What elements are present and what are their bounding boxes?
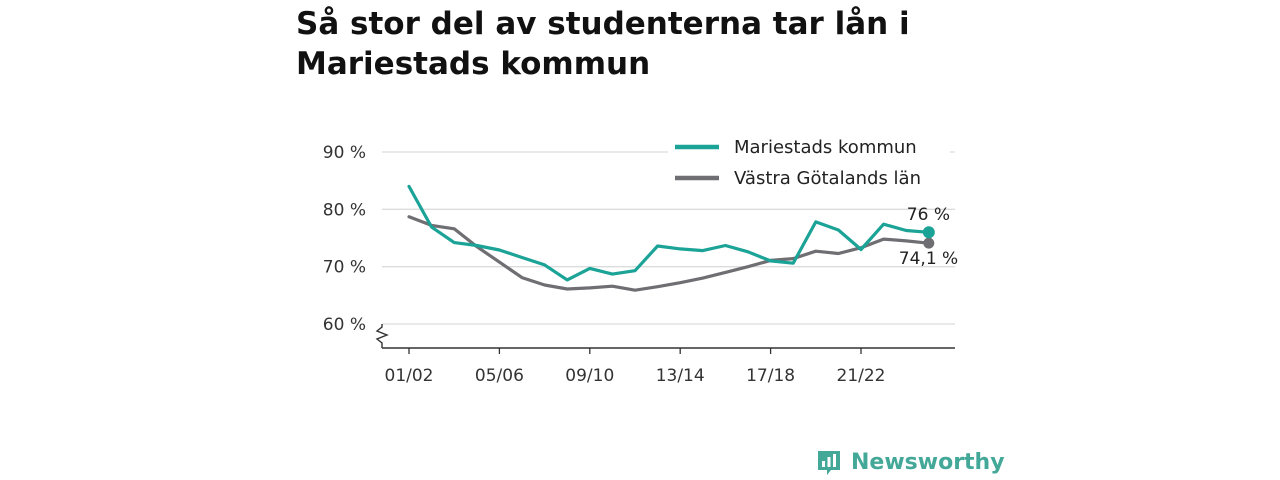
x-tick-label: 01/02 [385,366,434,386]
x-tick-label: 05/06 [475,366,524,386]
legend: Mariestads kommun Västra Götalands län [668,131,950,192]
x-tick-label: 17/18 [746,366,795,386]
y-tick-label: 80 % [323,200,366,220]
end-label: 74,1 % [899,249,958,269]
end-labels: 76 % 74,1 % [899,205,958,269]
chart-title: Så stor del av studenterna tar lån i Mar… [296,6,910,82]
brand-logo: Newsworthy [815,445,1005,479]
y-tick-label: 90 % [323,143,366,163]
brand-name: Newsworthy [851,449,1005,475]
x-tick-label: 21/22 [837,366,886,386]
series-line [407,215,931,292]
y-tick-label: 60 % [323,315,366,335]
y-tick-label: 70 % [323,258,366,278]
legend-label: Mariestads kommun [734,137,917,158]
y-axis-labels: 60 % 70 % 80 % 90 % [323,143,366,335]
end-label: 76 % [907,205,950,225]
line-chart: 60 % 70 % 80 % 90 % 01/02 05/06 09/10 13/14 17/… [322,131,959,386]
x-tick-label: 09/10 [565,366,614,386]
axis-break-icon [375,324,389,348]
end-point [923,237,935,249]
newsworthy-logo-icon [818,451,840,475]
series-lines [407,184,935,292]
x-tick-label: 13/14 [656,366,705,386]
end-point [922,226,935,239]
x-axis-labels: 01/02 05/06 09/10 13/14 17/18 21/22 [385,348,886,386]
series-line [407,184,931,282]
x-axis [375,324,955,349]
legend-label: Västra Götalands län [734,168,921,189]
